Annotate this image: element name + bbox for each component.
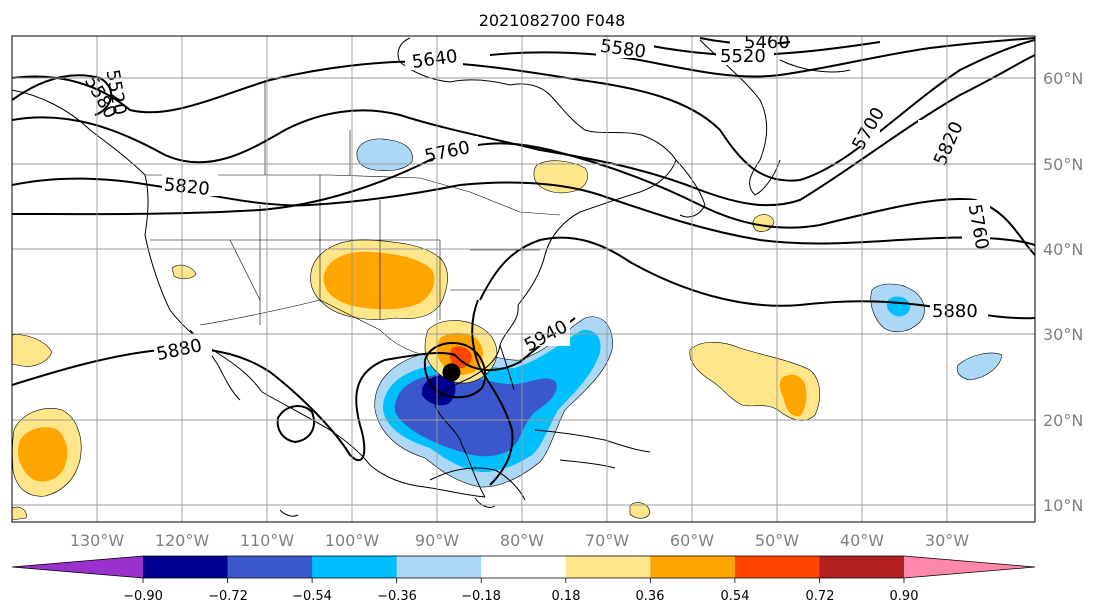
- contour-5880-ring: [471, 299, 514, 486]
- colorbar-tick-label: 0.18: [552, 589, 581, 604]
- lon-tick-label: 30°W: [925, 531, 969, 550]
- contour-5880-loop: [276, 405, 315, 444]
- colorbar-segment: [312, 556, 398, 578]
- colorbar-segment: [396, 556, 482, 578]
- positive-anomaly-hudson: [533, 160, 589, 194]
- longitude-labels: 130°W 120°W 110°W 100°W 90°W 80°W 70°W 6…: [70, 531, 969, 550]
- colorbar-segment: [565, 556, 651, 578]
- positive-anomaly-nw: [171, 264, 197, 280]
- positive-anomaly-atlantic-orange: [779, 374, 807, 417]
- political-borders: [145, 80, 561, 356]
- contour-hurricane-ring: [423, 342, 487, 399]
- lat-tick-label: 60°N: [1043, 69, 1083, 88]
- anomaly-shading: [12, 138, 1003, 521]
- positive-anomaly-south: [629, 502, 651, 519]
- colorbar-tick-label: −0.54: [292, 589, 332, 604]
- lon-tick-label: 60°W: [670, 531, 714, 550]
- colorbar-segment: [734, 556, 820, 578]
- contour-5760: [12, 142, 1035, 256]
- positive-anomaly-pacific-north: [12, 334, 53, 367]
- contour-5640: [12, 39, 1035, 182]
- contour-5880-west: [12, 347, 456, 462]
- colorbar: −0.90 −0.72 −0.54 −0.36 −0.18 0.18 0.36 …: [11, 555, 1036, 604]
- colorbar-segment: [819, 556, 905, 578]
- colorbar-tick-label: −0.36: [377, 589, 417, 604]
- lat-tick-label: 10°N: [1043, 496, 1083, 515]
- colorbar-tick-label: 0.72: [806, 589, 835, 604]
- contour-label: 5520: [720, 46, 766, 67]
- negative-anomaly-east: [956, 352, 1003, 381]
- colorbar-tick-label: −0.18: [461, 589, 501, 604]
- positive-anomaly-gulf-red: [449, 346, 472, 369]
- lat-tick-label: 30°N: [1043, 325, 1083, 344]
- colorbar-tick-label: 0.36: [636, 589, 665, 604]
- contour-label: 5880: [932, 301, 978, 322]
- map-panel: 5640 5580 5520 5460 5520 5580 5820 5760 …: [11, 32, 1036, 523]
- lon-tick-label: 120°W: [155, 531, 210, 550]
- contour-label: 5460: [744, 32, 790, 53]
- colorbar-segment: [481, 556, 567, 578]
- colorbar-tick-label: 0.54: [721, 589, 750, 604]
- colorbar-segment: [143, 556, 229, 578]
- map-frame: [11, 35, 1036, 523]
- plot-title: 2021082700 F048: [479, 11, 626, 30]
- lat-tick-label: 40°N: [1043, 240, 1083, 259]
- positive-anomaly-pacific-orange: [18, 427, 68, 482]
- colorbar-tick-label: 0.90: [890, 589, 919, 604]
- colorbar-extend-max: [904, 556, 1035, 578]
- lon-tick-label: 110°W: [240, 531, 295, 550]
- storm-center-marker: [442, 363, 461, 382]
- lon-tick-label: 90°W: [415, 531, 459, 550]
- contour-5700: [12, 54, 1035, 207]
- positive-anomaly-plains-orange: [323, 251, 435, 310]
- lon-tick-label: 70°W: [585, 531, 629, 550]
- lat-tick-label: 20°N: [1043, 411, 1083, 430]
- contour-label: 5820: [163, 174, 211, 200]
- gridlines: [12, 36, 1035, 522]
- colorbar-extend-min: [12, 556, 143, 578]
- coastlines: [12, 37, 851, 517]
- lon-tick-label: 100°W: [325, 531, 380, 550]
- lon-tick-label: 130°W: [70, 531, 125, 550]
- lon-tick-label: 80°W: [500, 531, 544, 550]
- lon-tick-label: 50°W: [755, 531, 799, 550]
- latitude-labels: 60°N 50°N 40°N 30°N 20°N 10°N: [1043, 69, 1083, 515]
- lon-tick-label: 40°W: [840, 531, 884, 550]
- colorbar-segment: [650, 556, 736, 578]
- colorbar-segment: [227, 556, 313, 578]
- colorbar-tick-label: −0.72: [208, 589, 248, 604]
- lat-tick-label: 50°N: [1043, 155, 1083, 174]
- colorbar-tick-label: −0.90: [123, 589, 163, 604]
- negative-anomaly-canada: [356, 138, 413, 172]
